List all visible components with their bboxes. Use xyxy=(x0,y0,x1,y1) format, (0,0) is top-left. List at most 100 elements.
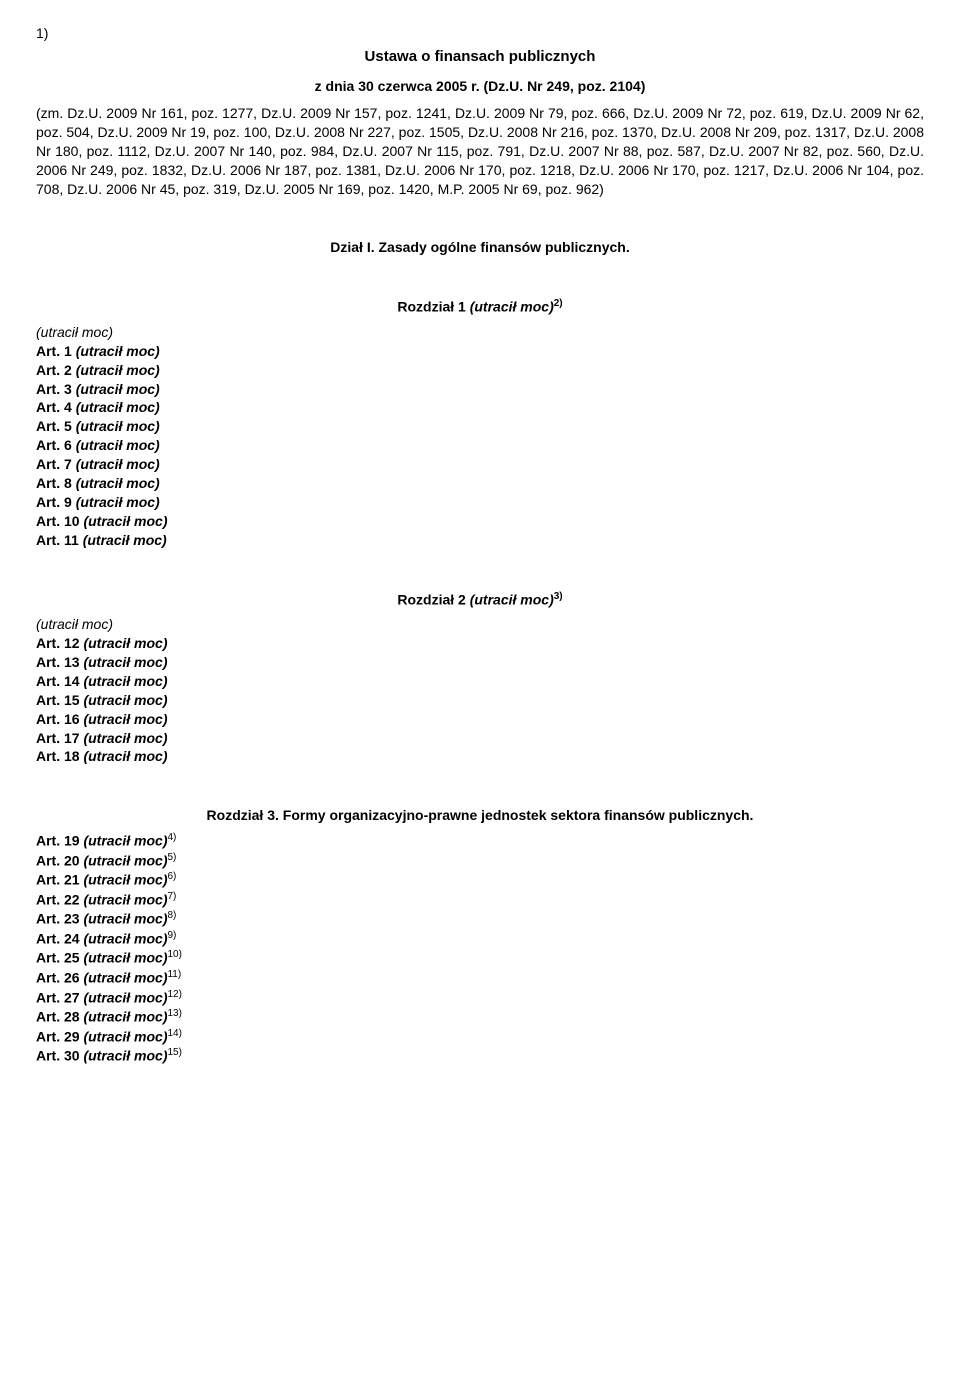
article-label: Art. 7 xyxy=(36,456,76,472)
article-label: Art. 15 xyxy=(36,692,83,708)
article-footnote-ref: 12) xyxy=(167,989,181,1000)
article-status: (utracił moc) xyxy=(76,437,160,453)
article-status: (utracił moc) xyxy=(83,711,167,727)
article-label: Art. 23 xyxy=(36,911,83,927)
article-status: (utracił moc) xyxy=(83,891,167,907)
article-label: Art. 11 xyxy=(36,532,83,548)
article-label: Art. 24 xyxy=(36,931,83,947)
article-footnote-ref: 6) xyxy=(167,871,176,882)
article-label: Art. 26 xyxy=(36,970,83,986)
article-status: (utracił moc) xyxy=(76,399,160,415)
article-status: (utracił moc) xyxy=(83,1048,167,1064)
article-status: (utracił moc) xyxy=(83,970,167,986)
article-22: Art. 22 (utracił moc)7) xyxy=(36,890,924,910)
article-status: (utracił moc) xyxy=(76,381,160,397)
article-status: (utracił moc) xyxy=(83,635,167,651)
article-8: Art. 8 (utracił moc) xyxy=(36,474,924,493)
article-status: (utracił moc) xyxy=(83,852,167,868)
chapter-1-italic: (utracił moc) xyxy=(470,299,554,315)
article-5: Art. 5 (utracił moc) xyxy=(36,417,924,436)
article-18: Art. 18 (utracił moc) xyxy=(36,747,924,766)
chapter-3-heading: Rozdział 3. Formy organizacyjno-prawne j… xyxy=(36,806,924,825)
chapter-1-prefix: Rozdział 1 xyxy=(397,299,469,315)
article-status: (utracił moc) xyxy=(76,475,160,491)
article-13: Art. 13 (utracił moc) xyxy=(36,653,924,672)
article-status: (utracił moc) xyxy=(83,931,167,947)
article-label: Art. 28 xyxy=(36,1009,83,1025)
article-label: Art. 30 xyxy=(36,1048,83,1064)
article-label: Art. 21 xyxy=(36,872,83,888)
chapter-1-heading: Rozdział 1 (utracił moc)2) xyxy=(36,297,924,317)
article-footnote-ref: 4) xyxy=(167,832,176,843)
article-footnote-ref: 10) xyxy=(167,949,181,960)
article-label: Art. 22 xyxy=(36,891,83,907)
article-label: Art. 10 xyxy=(36,513,83,529)
article-footnote-ref: 5) xyxy=(167,852,176,863)
chapter-3: Rozdział 3. Formy organizacyjno-prawne j… xyxy=(36,806,924,1065)
article-label: Art. 29 xyxy=(36,1028,83,1044)
article-1: Art. 1 (utracił moc) xyxy=(36,342,924,361)
article-25: Art. 25 (utracił moc)10) xyxy=(36,948,924,968)
article-status: (utracił moc) xyxy=(76,494,160,510)
article-label: Art. 17 xyxy=(36,730,83,746)
article-19: Art. 19 (utracił moc)4) xyxy=(36,831,924,851)
article-footnote-ref: 8) xyxy=(167,910,176,921)
article-10: Art. 10 (utracił moc) xyxy=(36,512,924,531)
article-9: Art. 9 (utracił moc) xyxy=(36,493,924,512)
article-label: Art. 6 xyxy=(36,437,76,453)
article-23: Art. 23 (utracił moc)8) xyxy=(36,909,924,929)
chapter-2: Rozdział 2 (utracił moc) 3) (utracił moc)… xyxy=(36,590,924,767)
article-status: (utracił moc) xyxy=(83,911,167,927)
article-label: Art. 20 xyxy=(36,852,83,868)
article-status: (utracił moc) xyxy=(83,673,167,689)
article-17: Art. 17 (utracił moc) xyxy=(36,729,924,748)
section-1-heading: Dział I. Zasady ogólne finansów publiczn… xyxy=(36,238,924,257)
article-status: (utracił moc) xyxy=(83,1028,167,1044)
article-label: Art. 2 xyxy=(36,362,76,378)
chapter-2-prefix: Rozdział 2 xyxy=(397,591,469,607)
article-label: Art. 5 xyxy=(36,418,76,434)
article-status: (utracił moc) xyxy=(83,513,167,529)
article-label: Art. 4 xyxy=(36,399,76,415)
article-status: (utracił moc) xyxy=(76,456,160,472)
article-27: Art. 27 (utracił moc)12) xyxy=(36,988,924,1008)
article-24: Art. 24 (utracił moc)9) xyxy=(36,929,924,949)
article-16: Art. 16 (utracił moc) xyxy=(36,710,924,729)
article-label: Art. 16 xyxy=(36,711,83,727)
article-20: Art. 20 (utracił moc)5) xyxy=(36,851,924,871)
article-label: Art. 14 xyxy=(36,673,83,689)
article-status: (utracił moc) xyxy=(76,418,160,434)
article-12: Art. 12 (utracił moc) xyxy=(36,634,924,653)
article-label: Art. 27 xyxy=(36,989,83,1005)
article-label: Art. 8 xyxy=(36,475,76,491)
article-footnote-ref: 15) xyxy=(167,1047,181,1058)
document-title: Ustawa o finansach publicznych xyxy=(36,47,924,67)
document-subtitle: z dnia 30 czerwca 2005 r. (Dz.U. Nr 249,… xyxy=(36,77,924,96)
article-29: Art. 29 (utracił moc)14) xyxy=(36,1027,924,1047)
article-status: (utracił moc) xyxy=(83,748,167,764)
chapter-1: Rozdział 1 (utracił moc)2) (utracił moc)… xyxy=(36,297,924,549)
article-status: (utracił moc) xyxy=(83,1009,167,1025)
article-footnote-ref: 11) xyxy=(167,969,181,980)
article-label: Art. 19 xyxy=(36,833,83,849)
chapter-2-sup: 3) xyxy=(554,591,563,602)
chapter-1-sup: 2) xyxy=(554,298,563,309)
article-status: (utracił moc) xyxy=(83,989,167,1005)
footnote-marker-1: 1) xyxy=(36,24,924,43)
article-2: Art. 2 (utracił moc) xyxy=(36,361,924,380)
article-status: (utracił moc) xyxy=(76,362,160,378)
article-7: Art. 7 (utracił moc) xyxy=(36,455,924,474)
article-28: Art. 28 (utracił moc)13) xyxy=(36,1007,924,1027)
article-status: (utracił moc) xyxy=(83,730,167,746)
article-label: Art. 3 xyxy=(36,381,76,397)
article-status: (utracił moc) xyxy=(83,950,167,966)
article-footnote-ref: 7) xyxy=(167,891,176,902)
article-6: Art. 6 (utracił moc) xyxy=(36,436,924,455)
article-status: (utracił moc) xyxy=(83,833,167,849)
article-11: Art. 11 (utracił moc) xyxy=(36,531,924,550)
article-3: Art. 3 (utracił moc) xyxy=(36,380,924,399)
article-footnote-ref: 13) xyxy=(167,1008,181,1019)
amendments-block: (zm. Dz.U. 2009 Nr 161, poz. 1277, Dz.U.… xyxy=(36,104,924,198)
article-label: Art. 18 xyxy=(36,748,83,764)
article-footnote-ref: 9) xyxy=(167,930,176,941)
